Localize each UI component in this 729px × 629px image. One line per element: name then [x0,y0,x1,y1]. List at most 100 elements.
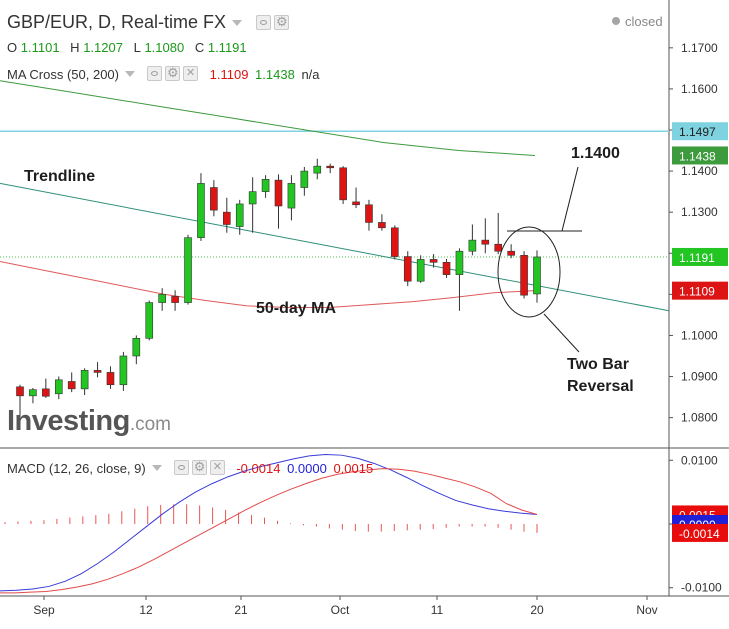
x-tick-label: Oct [331,603,350,617]
candle-body [119,355,128,386]
macd-tag-bg [672,523,728,542]
price-tag: 1.1109 [679,285,715,299]
x-tick-label: Nov [636,603,657,617]
close-icon[interactable] [209,460,225,475]
x-tick-label: 12 [139,603,153,617]
chevron-down-icon[interactable] [125,71,135,77]
price-tag: 1.1438 [679,149,716,163]
signal-line [0,468,538,594]
macd-label: MACD (12, 26, close, 9) [7,461,146,476]
ohlc-low-label: L [133,40,141,55]
ma-cross-value-slow: 1.1438 [255,67,295,82]
reversal-ellipse [497,226,561,318]
ohlc-row: O 1.1101 H 1.1207 L 1.1080 C 1.1191 [7,40,247,55]
x-tick-label: 11 [431,603,444,617]
candle-body [197,183,205,238]
trendline-annotation: Trendline [24,168,95,185]
y-tick-label: 1.0800 [681,411,718,425]
macd-legend: MACD (12, 26, close, 9) -0.0014 0.0000 0… [7,459,374,476]
candle-body [248,191,257,205]
candle-body [494,243,503,252]
market-status: closed [612,14,663,29]
ohlc-high-label: H [70,40,80,55]
chart-title: GBP/EUR, D, Real-time FX [7,12,227,32]
candle-body [42,388,50,397]
price-tag-bg [672,122,728,141]
y-tick-label: 1.1700 [681,41,718,55]
price-tag: 1.1497 [679,125,716,139]
y-tick-label: 1.1000 [681,328,718,342]
x-tick-label: 20 [530,603,544,617]
gear-icon[interactable] [191,459,207,475]
candle-body [455,250,464,275]
y-tick-label: 1.0900 [681,370,718,384]
price-tag-bg [672,247,728,266]
chevron-down-icon[interactable] [151,465,162,471]
candle-body [352,201,360,206]
status-dot-icon [612,17,620,25]
candle-body [313,165,322,174]
eye-icon[interactable] [147,66,162,81]
candle-body [520,255,528,296]
candle-body [235,203,244,227]
chevron-down-icon[interactable] [232,20,243,26]
candle-body [287,183,296,209]
investing-logo: Investing.com [7,405,171,438]
candle-body [274,179,283,207]
reversal-pointer-line [543,313,580,353]
candle-body [326,165,335,169]
level-annotation: 1.1400 [571,145,620,162]
ma50-annotation: 50-day MA [256,300,336,317]
candle-body [442,262,451,275]
ohlc-close-value: 1.1191 [207,40,247,55]
candle-body [429,259,438,263]
macd-line [0,454,538,592]
status-label: closed [625,14,663,29]
candle-body [93,370,102,373]
reversal-annotation-line1: Two Bar [567,356,629,373]
ohlc-open-value: 1.1101 [20,40,60,55]
logo-suffix: .com [129,414,171,435]
macd-y-tick-label: -0.0100 [681,581,722,595]
candle-body [507,250,515,256]
candle-body [54,379,63,395]
macd-tag: -0.0014 [679,527,720,541]
candle-body [106,372,115,386]
price-tag-bg [672,281,728,300]
ma50-line [0,260,536,308]
candle-body [339,167,347,201]
ma-cross-legend: MA Cross (50, 200) 1.1109 1.1438 n/a [7,65,320,82]
ma200-line [0,80,536,156]
candle-body [223,211,231,225]
candle-body [416,259,425,282]
candle-body [378,222,386,229]
ohlc-high-value: 1.1207 [83,40,123,55]
candle-body [158,294,166,303]
x-tick-label: Sep [33,603,55,617]
candle-body [16,386,24,397]
gear-icon[interactable] [165,65,180,81]
eye-icon[interactable] [173,460,189,475]
level-pointer-line [561,166,579,232]
candle-body [468,239,477,252]
x-tick-label: 21 [234,603,248,617]
candle-body [184,237,192,303]
ma-cross-label: MA Cross (50, 200) [7,67,119,82]
close-icon[interactable] [183,66,198,81]
candle-body [391,227,399,257]
macd-value: -0.0014 [236,461,281,476]
macd-histogram-value: 0.0015 [333,461,374,476]
candle-body [533,256,541,295]
y-tick-label: 1.1400 [681,164,718,178]
eye-icon[interactable] [256,15,272,30]
candle-body [132,338,141,357]
candle-body [481,239,490,245]
candle-body [261,179,270,192]
gear-icon[interactable] [274,14,290,30]
candle-body [80,370,89,390]
candle-body [171,296,179,303]
price-tag-bg [672,146,728,165]
ohlc-low-value: 1.1080 [144,40,185,55]
ohlc-open-label: O [7,40,18,55]
